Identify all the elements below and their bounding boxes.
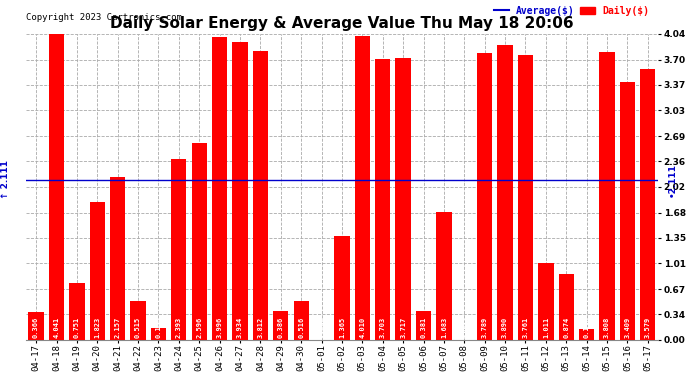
- Legend: Average($), Daily($): Average($), Daily($): [490, 2, 653, 20]
- Text: 3.890: 3.890: [502, 316, 508, 338]
- Bar: [579, 328, 594, 340]
- Bar: [416, 311, 431, 340]
- Bar: [212, 37, 227, 340]
- Bar: [355, 36, 370, 340]
- Text: 3.789: 3.789: [482, 316, 488, 338]
- Text: 3.996: 3.996: [217, 316, 223, 338]
- Text: 0.147: 0.147: [584, 316, 590, 338]
- Text: ↑ 2.111: ↑ 2.111: [1, 160, 10, 200]
- Text: 4.041: 4.041: [54, 316, 59, 338]
- Text: 2.596: 2.596: [196, 316, 202, 338]
- Text: 3.808: 3.808: [604, 316, 610, 338]
- Bar: [192, 143, 207, 340]
- Bar: [69, 283, 85, 340]
- Text: 0.160: 0.160: [155, 316, 161, 338]
- Text: 3.717: 3.717: [400, 316, 406, 338]
- Bar: [436, 212, 451, 340]
- Text: 3.409: 3.409: [624, 316, 631, 338]
- Bar: [273, 310, 288, 340]
- Text: 0.386: 0.386: [278, 316, 284, 338]
- Bar: [151, 328, 166, 340]
- Bar: [600, 51, 615, 340]
- Bar: [375, 60, 391, 340]
- Text: 3.703: 3.703: [380, 316, 386, 338]
- Text: 2.157: 2.157: [115, 316, 121, 338]
- Text: •2.111: •2.111: [668, 163, 677, 197]
- Text: 2.393: 2.393: [176, 316, 182, 338]
- Text: 3.812: 3.812: [257, 316, 264, 338]
- Bar: [49, 34, 64, 340]
- Bar: [110, 177, 126, 340]
- Text: 0.515: 0.515: [135, 316, 141, 338]
- Text: 0.874: 0.874: [563, 316, 569, 338]
- Text: 0.000: 0.000: [319, 316, 324, 338]
- Text: 0.751: 0.751: [74, 316, 80, 338]
- Text: 3.934: 3.934: [237, 316, 243, 338]
- Bar: [559, 274, 574, 340]
- Bar: [171, 159, 186, 340]
- Bar: [90, 202, 105, 340]
- Text: 4.010: 4.010: [359, 316, 366, 338]
- Text: 3.579: 3.579: [645, 316, 651, 338]
- Bar: [233, 42, 248, 340]
- Text: 3.761: 3.761: [522, 316, 529, 338]
- Text: 0.366: 0.366: [33, 316, 39, 338]
- Bar: [518, 55, 533, 340]
- Title: Daily Solar Energy & Average Value Thu May 18 20:06: Daily Solar Energy & Average Value Thu M…: [110, 16, 574, 32]
- Text: 0.516: 0.516: [298, 316, 304, 338]
- Bar: [640, 69, 656, 340]
- Bar: [395, 58, 411, 340]
- Bar: [538, 263, 553, 340]
- Text: 1.823: 1.823: [95, 316, 100, 338]
- Bar: [620, 82, 635, 340]
- Text: Copyright 2023 Cartronics.com: Copyright 2023 Cartronics.com: [26, 12, 181, 21]
- Text: 1.365: 1.365: [339, 316, 345, 338]
- Bar: [253, 51, 268, 340]
- Text: 1.011: 1.011: [543, 316, 549, 338]
- Text: 1.683: 1.683: [441, 316, 447, 338]
- Text: 0.381: 0.381: [420, 316, 426, 338]
- Bar: [497, 45, 513, 340]
- Bar: [130, 301, 146, 340]
- Bar: [293, 301, 309, 340]
- Bar: [477, 53, 493, 340]
- Bar: [28, 312, 43, 340]
- Text: 0.003: 0.003: [462, 316, 467, 338]
- Bar: [335, 237, 350, 340]
